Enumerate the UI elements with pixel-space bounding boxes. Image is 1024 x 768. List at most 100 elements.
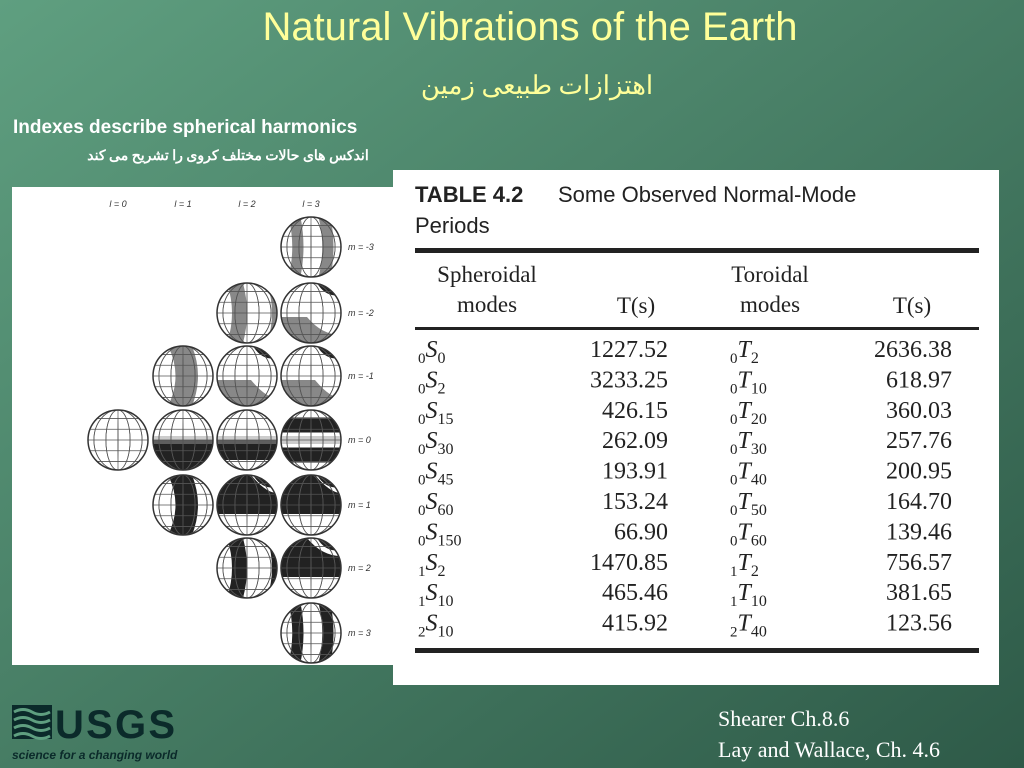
- sphere: [281, 603, 341, 663]
- mode-overtone: 2: [730, 625, 738, 641]
- mode-name: 1T2: [730, 550, 759, 580]
- heading-translation: اندکس های حالات مختلف کروی را تشریح می ک…: [87, 148, 368, 164]
- mode-degree: 60: [751, 532, 767, 549]
- mode-letter: T: [738, 611, 753, 637]
- period: 200.95: [886, 459, 952, 485]
- mode-name: 0T2: [730, 337, 759, 367]
- period: 1227.52: [590, 337, 668, 363]
- mode-letter: S: [426, 428, 438, 454]
- harmonics-figure: l = 0 l = 1 l = 2 l = 3 m = -3 m = -2 m = -1 m …: [87, 199, 374, 664]
- sphere-outline: [216, 282, 278, 344]
- mode-degree: 30: [438, 441, 454, 458]
- mode-degree: 10: [751, 380, 767, 397]
- mode-letter: T: [738, 398, 753, 424]
- sphere-outline: [216, 345, 278, 407]
- sphere-outline: [152, 409, 214, 471]
- mode-name: 2S10: [418, 611, 454, 641]
- m-label: m = -2: [348, 308, 374, 318]
- sphere: [217, 538, 277, 598]
- mode-overtone: 0: [730, 381, 738, 397]
- mode-name: 0S2: [418, 367, 446, 397]
- mode-overtone: 0: [418, 381, 426, 397]
- mode-overtone: 0: [730, 412, 738, 428]
- period: 360.03: [886, 398, 952, 424]
- sphere: [153, 346, 213, 406]
- slide-title: Natural Vibrations of the Earth: [262, 5, 797, 49]
- rule: [415, 327, 979, 330]
- period: 153.24: [602, 489, 668, 515]
- table-label: TABLE 4.2: [415, 182, 523, 207]
- period: 66.90: [614, 519, 668, 545]
- period: 618.97: [886, 367, 952, 393]
- mode-name: 0T50: [730, 489, 767, 519]
- column-header: T(s): [617, 293, 655, 318]
- mode-letter: S: [426, 337, 438, 363]
- reference: Shearer Ch.8.6: [718, 706, 849, 731]
- mode-name: 0T10: [730, 367, 767, 397]
- mode-letter: S: [426, 459, 438, 485]
- sphere: [217, 283, 277, 343]
- mode-degree: 40: [751, 624, 767, 641]
- period: 257.76: [886, 428, 952, 454]
- mode-letter: S: [426, 367, 438, 393]
- mode-name: 1S2: [418, 550, 446, 580]
- period: 123.56: [886, 611, 952, 637]
- mode-name: 0S45: [418, 459, 454, 489]
- sphere-outline: [216, 537, 278, 599]
- mode-name: 0S30: [418, 428, 454, 458]
- mode-degree: 0: [438, 350, 446, 367]
- l-label: l = 0: [109, 199, 126, 209]
- mode-letter: S: [426, 611, 438, 637]
- table-panel: [393, 170, 999, 685]
- mode-letter: T: [738, 580, 753, 606]
- logo-waves: [13, 708, 51, 740]
- mode-letter: T: [738, 459, 753, 485]
- column-header: modes: [740, 292, 800, 317]
- mode-degree: 50: [751, 502, 767, 519]
- mode-degree: 30: [751, 441, 767, 458]
- heading: Indexes describe spherical harmonics: [13, 117, 357, 138]
- m-label: m = 2: [348, 563, 371, 573]
- mode-letter: S: [426, 550, 438, 576]
- sphere: [217, 475, 277, 535]
- sphere-outline: [216, 474, 278, 536]
- column-header: Spheroidal: [437, 262, 537, 287]
- mode-degree: 2: [751, 563, 759, 580]
- mode-name: 0T30: [730, 428, 767, 458]
- mode-overtone: 0: [730, 533, 738, 549]
- sphere-outline: [280, 345, 342, 407]
- rule: [415, 648, 979, 653]
- sphere-outline: [280, 409, 342, 471]
- mode-overtone: 0: [730, 351, 738, 367]
- mode-degree: 2: [438, 563, 446, 580]
- m-label: m = 0: [348, 435, 371, 445]
- mode-degree: 10: [438, 624, 454, 641]
- mode-name: 1T10: [730, 580, 767, 610]
- mode-overtone: 1: [418, 594, 426, 610]
- mode-name: 1S10: [418, 580, 454, 610]
- m-label: m = 3: [348, 628, 371, 638]
- slide-subtitle: اهتزازات طبیعی زمین: [421, 71, 653, 101]
- period: 756.57: [886, 550, 952, 576]
- period: 193.91: [602, 459, 668, 485]
- sphere-outline: [280, 216, 342, 278]
- mode-letter: S: [426, 398, 438, 424]
- sector: [267, 538, 277, 598]
- sphere: [281, 475, 341, 535]
- sphere: [217, 410, 277, 470]
- mode-overtone: 0: [418, 442, 426, 458]
- logo-tagline: science for a changing world: [12, 748, 178, 762]
- sphere: [281, 538, 341, 598]
- mode-letter: T: [738, 428, 753, 454]
- l-label: l = 3: [302, 199, 319, 209]
- mode-degree: 2: [751, 350, 759, 367]
- mode-degree: 10: [751, 593, 767, 610]
- mode-name: 0S0: [418, 337, 446, 367]
- mode-name: 0T20: [730, 398, 767, 428]
- mode-degree: 60: [438, 502, 454, 519]
- mode-overtone: 0: [418, 473, 426, 489]
- period: 381.65: [886, 580, 952, 606]
- mode-letter: T: [738, 337, 753, 363]
- sphere-outline: [280, 282, 342, 344]
